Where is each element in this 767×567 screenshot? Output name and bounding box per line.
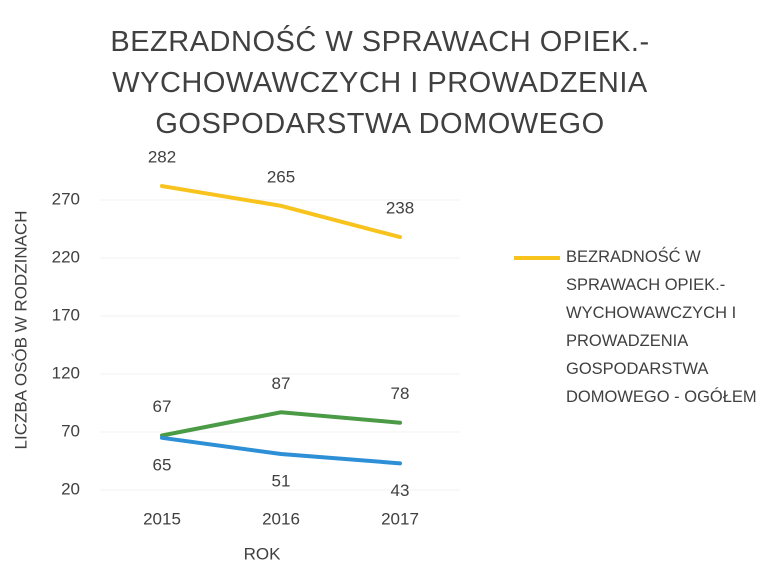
data-label: 67: [153, 397, 172, 416]
x-tick-label: 2016: [262, 509, 300, 528]
data-label: 282: [148, 148, 176, 167]
data-label: 87: [272, 374, 291, 393]
data-label: 65: [153, 455, 172, 474]
y-tick-label: 70: [61, 421, 80, 440]
y-tick-label: 270: [52, 189, 80, 208]
data-label: 265: [267, 167, 295, 186]
data-label: 43: [391, 481, 410, 500]
legend-label: BEZRADNOŚĆ W SPRAWACH OPIEK.-WYCHOWAWCZY…: [566, 248, 757, 406]
y-tick-label: 20: [61, 479, 80, 498]
series-line: [160, 435, 402, 466]
data-label: 238: [386, 199, 414, 218]
y-tick-label: 220: [52, 247, 80, 266]
data-label: 51: [272, 472, 291, 491]
data-label: 78: [391, 384, 410, 403]
x-tick-label: 2015: [143, 509, 181, 528]
y-axis-title: LICZBA OSÓB W RODZINACH: [11, 211, 30, 450]
y-tick-label: 120: [52, 363, 80, 382]
chart-title: BEZRADNOŚĆ W SPRAWACH OPIEK.-WYCHOWAWCZY…: [110, 26, 650, 140]
x-tick-label: 2017: [381, 509, 419, 528]
y-tick-label: 170: [52, 305, 80, 324]
series-line: [160, 410, 402, 438]
x-axis-title: ROK: [244, 544, 282, 563]
series-line: [160, 184, 402, 240]
